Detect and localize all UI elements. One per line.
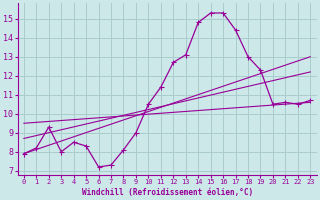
X-axis label: Windchill (Refroidissement éolien,°C): Windchill (Refroidissement éolien,°C)	[82, 188, 253, 197]
